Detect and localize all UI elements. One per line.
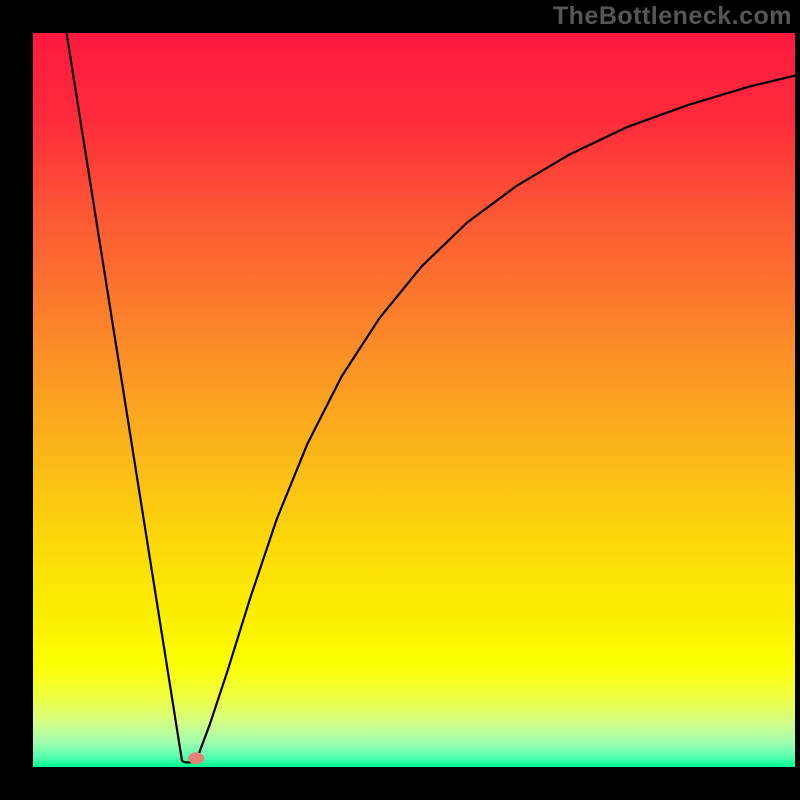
- plot-area: [33, 33, 795, 767]
- curve-path: [67, 33, 795, 762]
- valley-marker: [188, 752, 204, 764]
- watermark-text: TheBottleneck.com: [553, 2, 792, 31]
- bottleneck-curve: [33, 33, 795, 767]
